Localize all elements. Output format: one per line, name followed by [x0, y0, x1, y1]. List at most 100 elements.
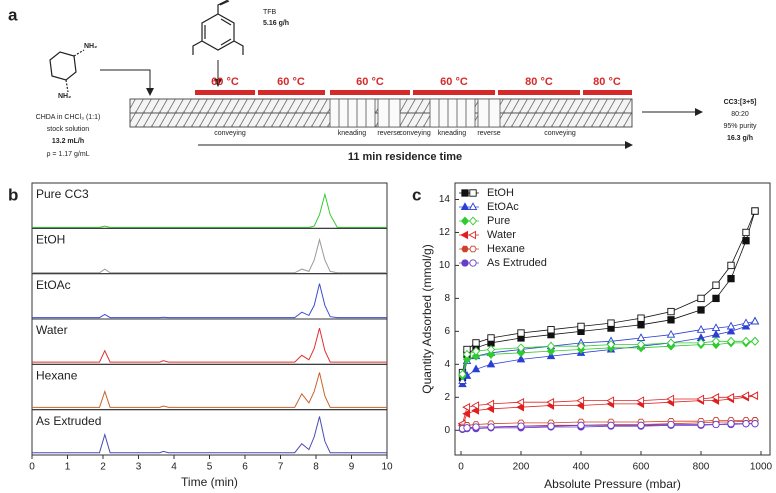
y-tick-label: 4: [444, 359, 450, 370]
data-point: [517, 422, 525, 430]
data-point: [712, 281, 720, 289]
data-point: [750, 316, 760, 325]
y-tick-label: 12: [439, 227, 451, 238]
data-point: [696, 338, 706, 348]
chda-line: 13.2 mL/h: [52, 138, 84, 145]
data-point: [667, 420, 675, 429]
data-point: [726, 326, 736, 335]
legend-marker: [460, 202, 470, 211]
data-point: [666, 329, 676, 338]
zone-temperature: 60 °C: [211, 76, 239, 88]
data-point: [486, 359, 496, 368]
trace: [32, 327, 387, 363]
trace-panel: [31, 227, 388, 275]
data-point: [727, 261, 735, 270]
data-point: [462, 409, 471, 419]
x-tick-label: 3: [136, 462, 142, 473]
data-point: [742, 237, 750, 245]
legend-marker: [460, 216, 470, 226]
legend-marker: [469, 189, 477, 197]
data-point: [546, 397, 555, 407]
data-point: [726, 393, 735, 402]
x-tick-label: 2: [100, 462, 106, 473]
data-point: [666, 394, 675, 404]
trace-label: Water: [36, 323, 68, 337]
y-tick-label: 0: [444, 425, 450, 436]
data-point: [547, 422, 555, 430]
data-point: [487, 423, 495, 431]
legend-marker: [468, 230, 477, 240]
zone-temperature: 60 °C: [440, 76, 468, 88]
data-point: [712, 420, 720, 429]
x-axis-label: Time (min): [181, 475, 238, 489]
data-point: [471, 406, 480, 415]
data-point: [576, 396, 585, 405]
data-point: [726, 336, 736, 346]
x-tick-label: 8: [313, 462, 319, 473]
legend-label: Hexane: [487, 243, 525, 255]
data-point: [741, 391, 750, 400]
data-point: [712, 294, 720, 303]
trace-label: As Extruded: [36, 414, 101, 428]
legend-marker: [468, 202, 478, 211]
zone-label: reverse: [477, 130, 500, 137]
x-tick-label: 7: [278, 462, 284, 473]
data-point: [636, 340, 646, 350]
tfb-rate: 5.16 g/h: [263, 20, 289, 27]
isotherms: 0 200 400 600 800 1000 0 2 4 6 8 10 12 14 Absolute Pre…: [420, 182, 773, 491]
zone-label: conveying: [544, 130, 576, 137]
data-point: [546, 341, 556, 351]
data-point: [667, 316, 675, 324]
x-tick-label: 10: [381, 462, 393, 473]
y-tick-label: 6: [444, 326, 450, 337]
product-line: CC3:[3+5]: [724, 99, 757, 106]
data-point: [462, 349, 472, 359]
legend-label: Water: [487, 229, 516, 241]
data-point: [547, 326, 555, 334]
data-point: [636, 396, 645, 405]
legend-marker: [461, 245, 469, 253]
trace-panel: [31, 318, 388, 365]
trace-label: EtOAc: [36, 278, 71, 292]
trace: [32, 237, 387, 274]
y-tick-label: 8: [444, 293, 450, 304]
data-point: [742, 228, 750, 237]
x-tick-label: 800: [693, 462, 710, 473]
data-point: [751, 420, 759, 428]
data-point: [486, 349, 496, 359]
data-point: [463, 424, 471, 432]
trace: [32, 283, 387, 319]
data-point: [577, 322, 585, 331]
data-point: [696, 324, 706, 333]
legend-marker: [461, 259, 469, 267]
data-point: [711, 393, 720, 402]
data-point: [742, 420, 750, 428]
data-point: [750, 391, 759, 400]
data-point: [577, 421, 585, 429]
x-tick-label: 4: [171, 462, 177, 473]
data-point: [697, 306, 705, 314]
chda-structure: [49, 49, 85, 93]
tfb-structure: [192, 0, 244, 55]
plot-frame: [454, 182, 771, 456]
legend-label: As Extruded: [487, 257, 547, 269]
data-point: [711, 336, 721, 346]
data-point: [726, 321, 736, 330]
x-tick-label: 1: [65, 462, 71, 473]
data-point: [517, 329, 525, 337]
zone-temperature: 60 °C: [277, 76, 305, 88]
data-point: [607, 319, 615, 327]
data-point: [516, 354, 526, 363]
data-point: [606, 396, 615, 405]
data-point: [516, 343, 526, 353]
chda-line: CHDA in CHCl₃ (1:1): [36, 114, 101, 121]
data-point: [472, 339, 480, 347]
legend-marker: [461, 189, 469, 197]
data-point: [711, 323, 721, 332]
zone-label: conveying: [214, 130, 246, 137]
data-point: [486, 399, 495, 409]
chromatograms: Pure CC3 EtOH EtOAc Water Hexane As Extruded 0…: [29, 182, 393, 489]
data-point: [472, 423, 480, 431]
data-point: [471, 364, 481, 373]
data-point: [636, 333, 646, 341]
